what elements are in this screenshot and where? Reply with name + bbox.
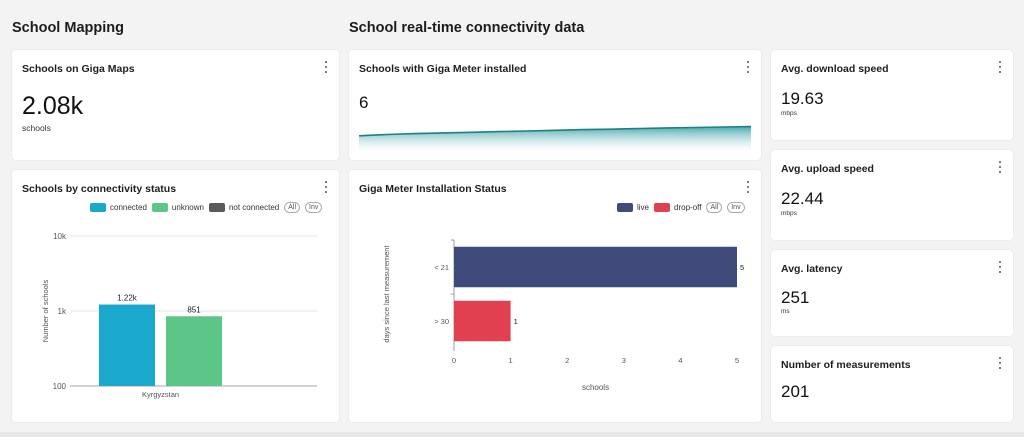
metric-unit: mbps xyxy=(781,110,797,117)
legend-label: not connected xyxy=(228,203,280,212)
avg-latency-card: Avg. latency 251 ms xyxy=(771,250,1013,336)
school-mapping-heading: School Mapping xyxy=(12,20,124,36)
card-title: Number of measurements xyxy=(781,359,911,371)
legend-swatch xyxy=(617,203,633,212)
realtime-connectivity-heading: School real-time connectivity data xyxy=(349,20,585,36)
more-options-icon[interactable] xyxy=(995,160,1005,174)
legend-item-unknown[interactable]: unknown xyxy=(151,203,204,212)
more-options-icon[interactable] xyxy=(995,60,1005,74)
number-of-measurements-card: Number of measurements 201 xyxy=(771,346,1013,422)
card-title: Schools with Giga Meter installed xyxy=(359,63,527,75)
x-axis-label: schools xyxy=(582,383,609,392)
bar-data-label: 1 xyxy=(514,317,518,326)
connectivity-status-card: Schools by connectivity status connected… xyxy=(12,170,339,422)
installation-status-card: Giga Meter Installation Status live drop… xyxy=(349,170,761,422)
more-options-icon[interactable] xyxy=(743,60,753,74)
giga-meter-installed-card: Schools with Giga Meter installed 6 xyxy=(349,50,761,160)
card-title: Avg. upload speed xyxy=(781,163,874,175)
card-title: Avg. latency xyxy=(781,263,843,275)
metric-value: 6 xyxy=(359,93,369,112)
legend-invert-button[interactable]: Inv xyxy=(305,202,323,213)
schools-on-giga-maps-card: Schools on Giga Maps 2.08k schools xyxy=(12,50,339,160)
chart-legend: live drop-off All Inv xyxy=(617,202,745,213)
giga-meter-area-chart xyxy=(359,125,751,152)
legend-label: connected xyxy=(110,203,147,212)
y-axis-label: days since last measurement xyxy=(382,245,391,343)
y-category-label: > 30 xyxy=(434,317,449,326)
metric-value: 22.44 xyxy=(781,189,824,208)
legend-invert-button[interactable]: Inv xyxy=(727,202,745,213)
page-bottom-divider xyxy=(0,432,1024,437)
metric-value: 251 xyxy=(781,288,810,307)
y-tick-label: 1k xyxy=(58,307,67,316)
y-axis-label: Number of schools xyxy=(41,279,50,342)
more-options-icon[interactable] xyxy=(321,60,331,74)
x-tick-label: 5 xyxy=(735,356,739,365)
card-title: Avg. download speed xyxy=(781,63,889,75)
x-tick-label: 0 xyxy=(452,356,456,365)
legend-swatch xyxy=(208,203,225,212)
legend-all-button[interactable]: All xyxy=(706,202,723,213)
chart-legend: connected unknown not connected All Inv xyxy=(90,202,323,213)
bar-connected xyxy=(99,304,155,386)
legend-item-drop-off[interactable]: drop-off xyxy=(654,203,701,212)
legend-all-button[interactable]: All xyxy=(284,202,300,213)
bar-drop-off xyxy=(454,300,511,342)
legend-label: live xyxy=(637,203,650,212)
legend-label: unknown xyxy=(171,203,204,212)
bar-data-label: 851 xyxy=(187,305,201,314)
legend-item-live[interactable]: live xyxy=(617,203,649,212)
y-category-label: < 21 xyxy=(434,263,449,272)
more-options-icon[interactable] xyxy=(995,260,1005,274)
y-tick-label: 10k xyxy=(53,232,67,241)
connectivity-bar-chart: 100 1k 10k Number of schools 1.22k 851 Kyrgyzs… xyxy=(41,232,317,399)
more-options-icon[interactable] xyxy=(995,356,1005,370)
metric-value: 2.08k xyxy=(22,92,84,120)
metric-value: 201 xyxy=(781,382,810,401)
y-tick-label: 100 xyxy=(53,382,67,391)
x-tick-label: 4 xyxy=(678,356,682,365)
more-options-icon[interactable] xyxy=(743,180,753,194)
x-tick-label: 3 xyxy=(622,356,626,365)
legend-swatch xyxy=(151,203,168,212)
metric-value: 19.63 xyxy=(781,89,824,108)
metric-unit: schools xyxy=(22,123,51,133)
x-tick-label: 1 xyxy=(509,356,513,365)
card-title: Giga Meter Installation Status xyxy=(359,183,507,195)
avg-upload-speed-card: Avg. upload speed 22.44 mbps xyxy=(771,150,1013,240)
legend-item-connected[interactable]: connected xyxy=(90,203,147,212)
metric-unit: ms xyxy=(781,308,790,315)
bar-live xyxy=(454,246,737,288)
x-category-label: Kyrgyzstan xyxy=(142,390,179,399)
legend-swatch xyxy=(90,203,106,212)
installation-bar-chart: 0 1 2 3 4 5 < 21 5 > 30 1 schools days since last m… xyxy=(382,239,744,392)
bar-data-label: 1.22k xyxy=(117,294,138,303)
card-title: Schools by connectivity status xyxy=(22,183,177,195)
card-title: Schools on Giga Maps xyxy=(22,63,135,75)
bar-unknown xyxy=(166,316,222,386)
x-tick-label: 2 xyxy=(565,356,569,365)
bar-data-label: 5 xyxy=(740,263,744,272)
legend-swatch xyxy=(654,203,671,212)
avg-download-speed-card: Avg. download speed 19.63 mbps xyxy=(771,50,1013,140)
metric-unit: mbps xyxy=(781,210,797,217)
legend-item-not-connected[interactable]: not connected xyxy=(208,203,280,212)
legend-label: drop-off xyxy=(674,203,702,212)
area-line xyxy=(359,125,751,137)
more-options-icon[interactable] xyxy=(321,180,331,194)
